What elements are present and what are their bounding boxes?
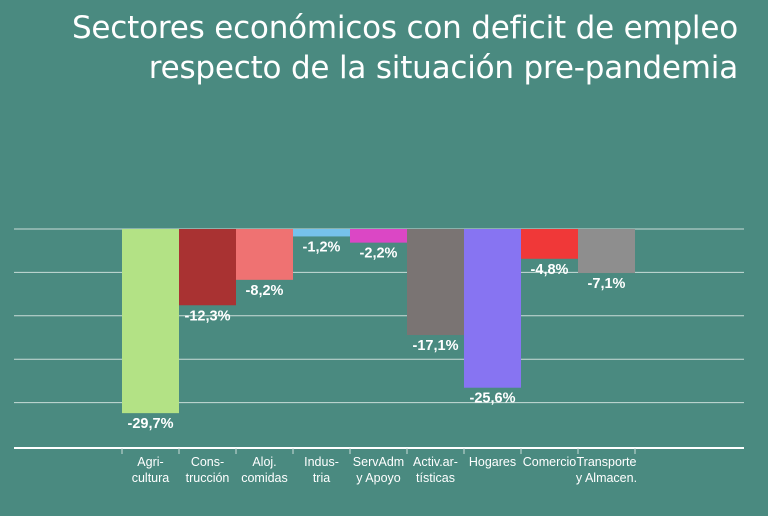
category-label-line: comidas xyxy=(241,471,288,485)
value-label-7: -25,6% xyxy=(470,391,516,407)
category-label-line: ServAdm xyxy=(353,455,404,469)
category-label-line: Agri- xyxy=(137,455,163,469)
value-label-8: -4,8% xyxy=(531,262,569,278)
value-label-4: -1,2% xyxy=(303,239,341,255)
category-label-line: Cons- xyxy=(191,455,224,469)
category-label-5: ServAdm y Apoyo xyxy=(353,455,404,485)
bar-2 xyxy=(179,229,236,306)
category-label-line: y Apoyo xyxy=(356,471,401,485)
bar-6 xyxy=(407,229,464,336)
category-label-line: Hogares xyxy=(469,455,516,469)
category-label-7: Hogares xyxy=(469,455,516,469)
category-label-line: Activ.ar- xyxy=(413,455,458,469)
category-label-line: Transporte xyxy=(577,455,637,469)
category-label-2: Cons-trucción xyxy=(186,455,230,485)
value-labels: -29,7% -12,3% -8,2% -1,2% -2,2% -17,1% -25,6% -… xyxy=(128,239,626,432)
bar-8 xyxy=(521,229,578,259)
bar-5 xyxy=(350,229,407,243)
category-label-line: Comercio xyxy=(523,455,577,469)
category-label-1: Agri-cultura xyxy=(132,455,170,485)
value-label-1: -29,7% xyxy=(128,416,174,432)
category-label-line: trucción xyxy=(186,471,230,485)
category-label-4: Indus-tria xyxy=(304,455,339,485)
category-label-9: Transporte y Almacen. xyxy=(576,455,637,485)
category-label-3: Aloj. comidas xyxy=(241,455,288,485)
x-axis-ticks xyxy=(121,448,636,454)
value-label-5: -2,2% xyxy=(360,246,398,262)
value-label-6: -17,1% xyxy=(413,338,459,354)
chart-title-line-1: Sectores económicos con deficit de emple… xyxy=(71,10,738,46)
category-label-line: tria xyxy=(313,471,330,485)
bars xyxy=(122,229,635,414)
category-label-line: Aloj. xyxy=(252,455,276,469)
category-label-line: cultura xyxy=(132,471,170,485)
chart-title-line-2: respecto de la situación pre-pandemia xyxy=(148,50,738,86)
bar-7 xyxy=(464,229,521,388)
bar-4 xyxy=(293,229,350,237)
bar-1 xyxy=(122,229,179,414)
category-label-6: Activ.ar-tísticas xyxy=(413,455,458,485)
value-label-9: -7,1% xyxy=(588,276,626,292)
category-labels: Agri-cultura Cons-trucción Aloj. comidas Ind… xyxy=(132,455,637,485)
bar-3 xyxy=(236,229,293,280)
category-label-line: Indus- xyxy=(304,455,339,469)
category-label-line: tísticas xyxy=(416,471,455,485)
category-label-8: Comercio xyxy=(523,455,577,469)
value-label-3: -8,2% xyxy=(246,283,284,299)
category-label-line: y Almacen. xyxy=(576,471,637,485)
value-label-2: -12,3% xyxy=(185,308,231,324)
chart-title: Sectores económicos con deficit de emple… xyxy=(0,8,738,88)
bar-9 xyxy=(578,229,635,274)
